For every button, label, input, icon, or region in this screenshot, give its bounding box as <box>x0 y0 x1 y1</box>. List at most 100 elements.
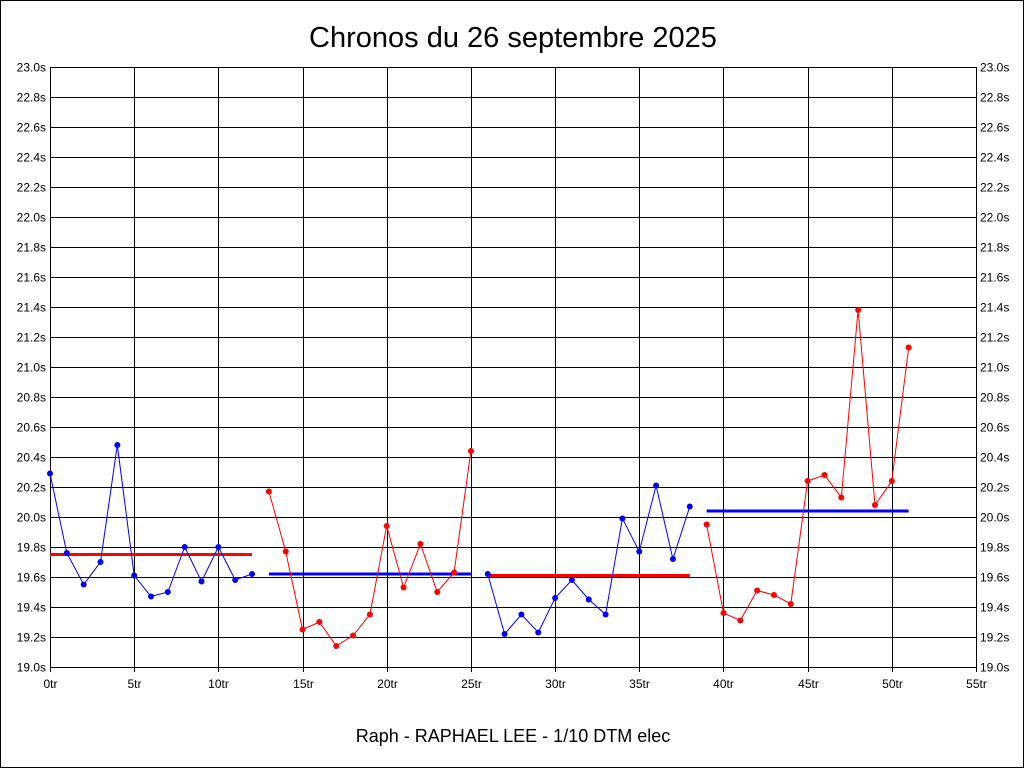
y-tick-label-left: 20.4s <box>17 451 46 465</box>
data-point <box>148 593 155 600</box>
y-tick-label-left: 23.0s <box>17 61 46 75</box>
y-tick-label-right: 19.4s <box>980 601 1009 615</box>
plot-border <box>50 67 977 668</box>
data-point <box>585 596 592 603</box>
data-point <box>703 521 710 528</box>
y-tick-label-right: 22.2s <box>980 181 1009 195</box>
data-point <box>804 478 811 484</box>
y-tick-label-right: 22.0s <box>980 211 1009 225</box>
data-point <box>164 589 171 595</box>
data-point <box>855 307 862 313</box>
data-point <box>350 632 357 639</box>
y-tick-label-right: 19.8s <box>980 541 1009 555</box>
y-tick-label-right: 21.2s <box>980 331 1009 345</box>
data-point <box>97 559 104 565</box>
series-line <box>487 485 691 636</box>
y-tick-label-right: 19.6s <box>980 571 1009 585</box>
y-tick-label-right: 21.0s <box>980 361 1009 375</box>
data-point <box>535 629 542 636</box>
y-tick-label-left: 21.6s <box>17 271 46 285</box>
y-tick-label-right: 19.2s <box>980 631 1009 645</box>
y-tick-label-left: 19.0s <box>17 661 46 675</box>
data-point <box>636 548 643 555</box>
chart-title: Chronos du 26 septembre 2025 <box>309 22 717 54</box>
y-tick-label-left: 21.4s <box>17 301 46 315</box>
y-tick-label-left: 20.2s <box>17 481 46 495</box>
y-tick-label-left: 19.2s <box>17 631 46 645</box>
data-point <box>198 578 205 585</box>
y-tick-label-left: 21.2s <box>17 331 46 345</box>
data-point <box>669 556 676 562</box>
x-tick-label: 40tr <box>713 677 734 691</box>
series-lines <box>47 307 912 649</box>
data-point <box>770 592 777 598</box>
y-tick-label-right: 21.8s <box>980 241 1009 255</box>
data-point <box>131 572 138 579</box>
data-point <box>619 515 626 522</box>
data-point <box>720 610 727 616</box>
axis-ticks: 19.0s 19.0s 19.2s 19.2s 19.4s 19.4s 19.6s 19.6s… <box>17 61 1010 692</box>
data-point <box>282 548 289 555</box>
data-point <box>552 595 559 601</box>
data-point <box>63 550 70 556</box>
y-tick-label-left: 20.8s <box>17 391 46 405</box>
y-tick-label-left: 22.0s <box>17 211 46 225</box>
data-point <box>333 643 340 649</box>
y-tick-label-right: 20.4s <box>980 451 1009 465</box>
data-point <box>400 584 407 591</box>
data-point <box>602 611 609 618</box>
data-point <box>484 571 491 577</box>
y-tick-label-right: 23.0s <box>980 61 1009 75</box>
data-point <box>686 503 693 510</box>
x-tick-label: 35tr <box>629 677 650 691</box>
data-point <box>417 541 424 547</box>
y-tick-label-right: 19.0s <box>980 661 1009 675</box>
data-point <box>653 482 660 489</box>
y-tick-label-right: 20.0s <box>980 511 1009 525</box>
y-tick-label-right: 20.6s <box>980 421 1009 435</box>
chart-footer: Raph - RAPHAEL LEE - 1/10 DTM elec <box>356 726 670 746</box>
y-tick-label-right: 22.4s <box>980 151 1009 165</box>
data-point <box>451 569 458 576</box>
x-tick-label: 0tr <box>43 677 57 691</box>
y-tick-label-left: 19.6s <box>17 571 46 585</box>
data-point <box>838 494 845 501</box>
data-point <box>299 626 306 633</box>
y-tick-label-right: 22.6s <box>980 121 1009 135</box>
y-tick-label-right: 22.8s <box>980 91 1009 105</box>
x-tick-label: 15tr <box>293 677 314 691</box>
data-point <box>232 577 239 583</box>
data-point <box>871 502 878 508</box>
y-tick-label-left: 22.8s <box>17 91 46 105</box>
data-point <box>181 544 188 550</box>
data-point <box>316 619 323 625</box>
y-tick-label-right: 21.4s <box>980 301 1009 315</box>
y-tick-label-left: 22.4s <box>17 151 46 165</box>
data-point <box>754 587 761 594</box>
x-tick-label: 10tr <box>208 677 229 691</box>
y-tick-label-left: 21.0s <box>17 361 46 375</box>
data-point <box>47 470 53 477</box>
y-tick-label-right: 21.6s <box>980 271 1009 285</box>
x-tick-label: 55tr <box>966 677 987 691</box>
y-tick-label-left: 22.6s <box>17 121 46 135</box>
x-tick-label: 30tr <box>545 677 566 691</box>
series-line <box>706 309 910 622</box>
data-point <box>265 488 272 495</box>
data-point <box>215 544 222 550</box>
average-lines <box>50 509 909 577</box>
data-point <box>366 611 373 618</box>
data-point <box>467 448 474 454</box>
data-point <box>383 523 390 529</box>
data-point <box>518 611 525 618</box>
grid <box>50 67 977 672</box>
data-point <box>114 442 121 448</box>
data-point <box>888 478 895 484</box>
data-point <box>821 472 828 478</box>
data-point <box>905 344 912 351</box>
data-point <box>249 571 256 577</box>
y-tick-label-left: 19.8s <box>17 541 46 555</box>
y-tick-label-left: 21.8s <box>17 241 46 255</box>
data-point <box>80 581 87 588</box>
